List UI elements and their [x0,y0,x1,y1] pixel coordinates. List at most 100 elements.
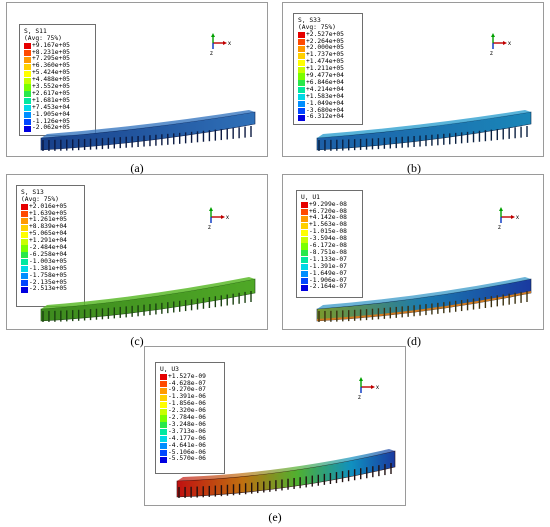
caption-b: (b) [407,161,421,175]
legend-value: +3.552e+05 [32,83,70,90]
axis-triad-icon: x z [210,33,231,55]
legend-swatch [301,250,308,257]
panel-d: U, U1 +9.299e-08 +6.720e-08 +4.142e-08 +1.5… [282,174,544,330]
legend-value: +2.617e+05 [32,89,70,97]
legend-swatch [21,286,28,293]
legend-value: +5.424e+05 [32,69,70,77]
legend-swatch [298,114,305,121]
legend-value: -2.135e+05 [29,278,67,286]
svg-text:z: z [208,225,211,229]
panel-b: S, S33 (Avg: 75%) +2.527e+05 +2.264e+05 +2… [282,2,544,157]
legend-value: -4.628e-07 [168,379,206,387]
legend-swatch [21,266,28,273]
legend-value: +5.065e+04 [29,230,67,238]
legend-subtitle: (Avg: 75%) [21,196,59,203]
legend-swatch [160,374,167,381]
legend-value: -3.594e-08 [309,235,347,243]
legend-swatch [160,429,167,436]
svg-text:z: z [210,51,213,55]
legend-value: +7.295e+05 [32,55,70,63]
legend-swatch [160,387,167,394]
legend-value: +1.737e+05 [306,51,344,59]
legend-value: -8.751e-08 [309,248,347,256]
legend-swatch [298,87,305,94]
legend-value: -2.484e+04 [29,244,67,251]
legend-value: -1.381e+05 [29,264,67,272]
legend-value: -1.049e+04 [306,99,344,107]
legend-swatch [298,45,305,52]
legend-value: -5.106e-06 [168,448,206,456]
panel-a: S, S11 (Avg: 75%) +9.167e+05 +8.231e+05 +7… [6,2,268,157]
legend-value: +4.142e-08 [309,214,347,222]
legend-value: -1.758e+05 [29,271,67,279]
beam-model-c [40,277,256,322]
legend-swatch [301,277,308,285]
legend-swatch [160,422,167,429]
svg-text:z: z [498,225,501,229]
legend-swatch [24,118,31,126]
svg-text:z: z [358,395,361,399]
legend-value: -1.015e-08 [309,228,347,236]
legend-swatch [21,224,28,231]
legend-value: -6.172e-08 [309,242,347,249]
legend-swatch [21,238,28,245]
axis-triad-icon: x z [358,377,379,399]
legend-swatch [160,449,167,457]
svg-text:x: x [508,41,511,47]
legend-swatch [24,43,31,50]
legend-value: +9.477e+04 [306,72,344,79]
legend-value: -2.320e-06 [168,407,206,415]
legend-b: S, S33 (Avg: 75%) +2.527e+05 +2.264e+05 +2… [293,13,363,125]
legend-subtitle: (Avg: 75%) [298,24,336,31]
legend-swatch [298,94,305,101]
legend-swatch [21,279,28,287]
caption-a: (a) [130,161,144,175]
legend-value: +1.291e+04 [29,237,67,245]
legend-value: -1.126e+05 [32,117,70,125]
legend-swatch [160,436,167,443]
caption-e: (e) [268,510,282,524]
legend-value: -1.391e-07 [309,262,347,270]
legend-swatch [298,101,305,108]
legend-swatch [160,380,167,388]
legend-value: -1.856e-06 [168,400,206,408]
legend-swatch [301,229,308,236]
legend-swatch [160,401,167,408]
legend-subtitle: (Avg: 75%) [24,35,62,42]
legend-swatch [160,394,167,401]
legend-value: -4.177e-06 [168,434,206,442]
legend-a: S, S11 (Avg: 75%) +9.167e+05 +8.231e+05 +7… [19,24,96,136]
legend-value: +2.016e+05 [29,202,67,210]
legend-value: +9.299e-08 [309,200,347,208]
legend-swatch [301,236,308,243]
legend-swatch [301,271,308,278]
legend-swatch [24,70,31,77]
legend-swatch [21,259,28,266]
svg-text:x: x [376,385,379,391]
legend-swatch [21,245,28,252]
legend-swatch [24,77,31,84]
legend-swatch [21,217,28,224]
svg-text:z: z [490,51,493,55]
legend-d: U, U1 +9.299e-08 +6.720e-08 +4.142e-08 +1.5… [296,190,363,298]
beam-model-b [316,110,532,151]
legend-swatch [301,202,308,209]
legend-swatch [21,204,28,211]
legend-value: -4.641e-06 [168,441,206,449]
legend-swatch [160,408,167,415]
legend-value: +2.527e+05 [306,30,344,38]
legend-title: S, S13 [21,189,44,196]
legend-value: +8.839e+04 [29,223,67,231]
legend-swatch [21,252,28,259]
legend-e: U, U3 +1.527e-09 -4.628e-07 -9.270e-07 -1.3… [155,362,225,474]
legend-swatch [160,443,167,450]
legend-value: +6.720e-08 [309,207,347,215]
legend-swatch [301,243,308,250]
legend-value: +7.453e+04 [32,103,70,111]
legend-swatch [24,98,31,105]
legend-value: -5.570e-06 [168,455,206,463]
legend-swatch [298,59,305,66]
legend-value: +6.846e+04 [306,78,344,86]
legend-value: -6.258e+04 [29,250,67,258]
legend-value: +4.214e+04 [306,85,344,93]
